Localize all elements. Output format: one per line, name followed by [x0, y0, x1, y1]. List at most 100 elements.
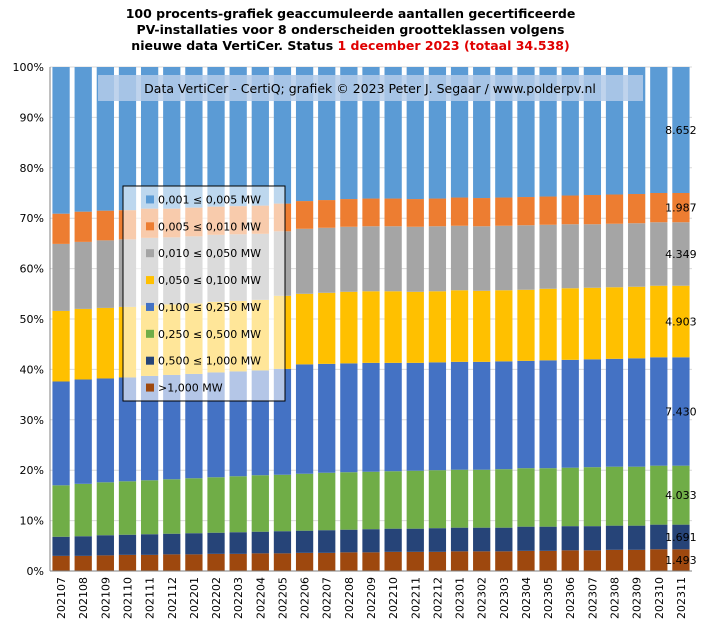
bar-segment-0	[229, 553, 247, 571]
legend-label: 0,005 ≤ 0,010 MW	[158, 220, 261, 233]
bar-segment-0	[207, 553, 225, 571]
segment-label: 1.691	[665, 531, 697, 544]
bar-segment-2	[74, 483, 92, 537]
bar-segment-0	[384, 551, 402, 571]
bar-segment-1	[362, 529, 380, 553]
bar-segment-1	[473, 527, 491, 552]
legend-swatch	[146, 249, 154, 258]
bar-segment-0	[539, 550, 557, 571]
bar-segment-1	[185, 533, 203, 555]
bar-segment-7	[140, 67, 159, 209]
x-tick-label: 202206	[299, 577, 312, 619]
bar-segment-4	[561, 288, 579, 360]
bar-segment-5	[517, 225, 535, 290]
bar-segment-0	[406, 551, 424, 571]
legend-label: 0,500 ≤ 1,000 MW	[158, 355, 261, 368]
legend-label: >1,000 MW	[158, 382, 223, 395]
x-tick-label: 202201	[188, 577, 201, 619]
bar-segment-6	[495, 197, 513, 226]
bar-segment-4	[672, 285, 690, 358]
y-tick-label: 80%	[20, 162, 44, 175]
bar-segment-0	[628, 549, 646, 571]
bar-segment-1	[517, 526, 535, 551]
x-tick-label: 202107	[55, 577, 68, 619]
bar-segment-5	[74, 241, 92, 309]
bar-segment-0	[561, 550, 579, 571]
bar-segment-1	[52, 536, 70, 556]
x-tick-label: 202210	[387, 577, 400, 619]
x-tick-label: 202306	[564, 577, 577, 619]
title-line-3-prefix: nieuwe data VertiCer. Status	[131, 38, 338, 53]
bar-segment-1	[561, 526, 579, 551]
x-tick-label: 202108	[77, 577, 90, 619]
bar-segment-0	[163, 554, 181, 571]
bar-segment-4	[428, 291, 447, 363]
legend-swatch	[146, 329, 154, 338]
bar-segment-6	[473, 198, 491, 227]
bar-segment-1	[74, 536, 92, 556]
bar-segment-4	[628, 286, 646, 359]
y-tick-label: 10%	[20, 515, 44, 528]
y-tick-label: 70%	[20, 212, 44, 225]
bar-segment-2	[52, 485, 70, 537]
bar-segment-3	[561, 359, 579, 468]
bar-segment-1	[605, 525, 624, 550]
bar-segment-2	[318, 472, 336, 531]
bar-segment-3	[517, 360, 535, 469]
bar-segment-5	[340, 226, 358, 292]
bar-segment-4	[539, 288, 557, 361]
x-tick-label: 202204	[254, 577, 267, 619]
bar-segment-0	[140, 554, 159, 571]
bar-segment-3	[428, 362, 447, 471]
x-tick-label: 202310	[653, 577, 666, 619]
x-tick-label: 202207	[321, 577, 334, 619]
bar-segment-0	[605, 549, 624, 571]
bar-segment-7	[650, 67, 668, 193]
bar-segment-0	[295, 552, 314, 571]
bar-segment-1	[251, 531, 269, 554]
x-tick-label: 202309	[631, 577, 644, 619]
bar-segment-3	[406, 362, 424, 471]
bar-segment-2	[384, 471, 402, 529]
bar-segment-6	[96, 210, 114, 241]
bar-segment-2	[583, 467, 602, 527]
bar-segment-5	[362, 226, 380, 292]
bar-segment-5	[539, 224, 557, 289]
bar-segment-1	[495, 527, 513, 552]
legend-swatch	[146, 302, 154, 311]
y-tick-label: 40%	[20, 363, 44, 376]
bar-segment-7	[207, 67, 225, 207]
bar-segment-1	[273, 531, 292, 554]
bar-segment-2	[207, 477, 225, 533]
bar-segment-1	[450, 527, 469, 552]
bar-segment-2	[340, 472, 358, 530]
x-tick-label: 202111	[144, 577, 157, 619]
bar-segment-0	[52, 555, 70, 571]
credit-banner: Data VertiCer - CertiQ; grafiek © 2023 P…	[98, 75, 643, 101]
bar-segment-4	[362, 291, 380, 363]
title-line-1: 100 procents-grafiek geaccumuleerde aant…	[125, 6, 576, 21]
bar-segment-4	[96, 307, 114, 379]
bar-segment-6	[672, 193, 690, 223]
bar-segment-6	[650, 193, 668, 223]
bar-segment-6	[561, 195, 579, 225]
bar-segment-5	[295, 228, 314, 294]
bar-segment-1	[229, 532, 247, 554]
y-tick-label: 50%	[20, 313, 44, 326]
bar-segment-2	[428, 470, 447, 529]
bar-segment-3	[52, 381, 70, 486]
bar-segment-6	[295, 201, 314, 229]
bar-segment-1	[628, 525, 646, 550]
x-tick-label: 202303	[498, 577, 511, 619]
y-tick-label: 30%	[20, 414, 44, 427]
bar-segment-4	[605, 287, 624, 359]
x-tick-label: 202208	[343, 577, 356, 619]
bar-segment-1	[118, 534, 137, 555]
bar-segment-2	[672, 465, 690, 525]
legend-label: 0,250 ≤ 0,500 MW	[158, 328, 261, 341]
x-tick-label: 202205	[276, 577, 289, 619]
x-tick-label: 202211	[409, 577, 422, 619]
bar-segment-4	[517, 289, 535, 361]
bar-segment-5	[318, 227, 336, 293]
bar-segment-6	[74, 211, 92, 242]
